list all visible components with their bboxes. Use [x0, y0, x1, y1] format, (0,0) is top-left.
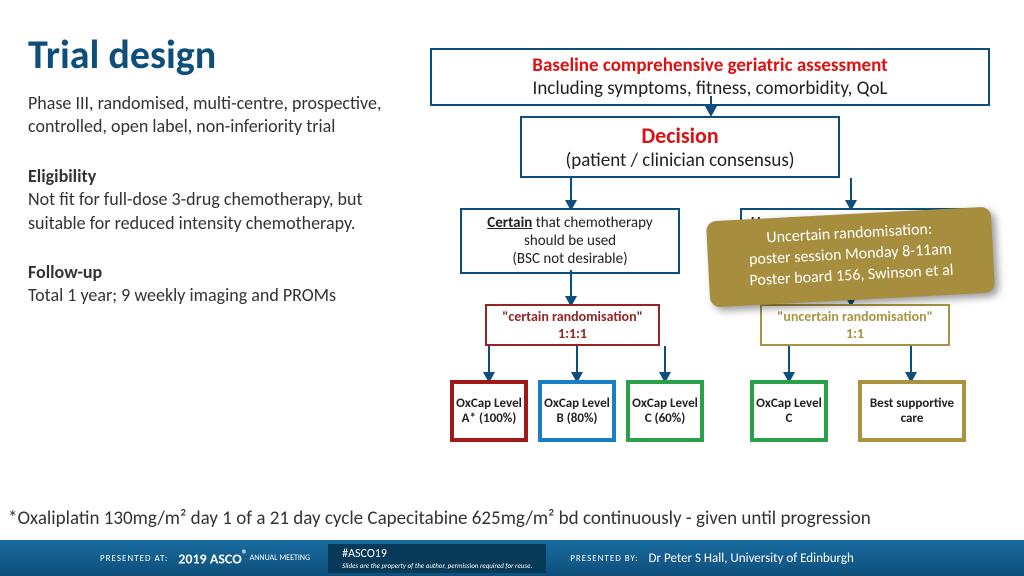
- certain-box: Certain that chemotherapy should be used…: [460, 208, 680, 274]
- followup-text: Total 1 year; 9 weekly imaging and PROMs: [28, 284, 408, 307]
- followup-block: Follow-up Total 1 year; 9 weekly imaging…: [28, 261, 408, 308]
- rand2-box: "uncertain randomisation" 1:1: [760, 304, 950, 346]
- phase-text: Phase III, randomised, multi-centre, pro…: [28, 92, 408, 139]
- decision-box: Decision (patient / clinician consensus): [520, 116, 840, 178]
- asco-logo: 2019 ASCO®: [178, 548, 247, 568]
- arm-a: OxCap Level A* (100%): [450, 380, 528, 442]
- certain-underline: Certain: [487, 214, 532, 232]
- slide-title: Trial design: [28, 30, 216, 79]
- left-column: Phase III, randomised, multi-centre, pro…: [28, 92, 408, 334]
- arm-c: OxCap Level C (60%): [626, 380, 704, 442]
- arm-c2: OxCap Level C: [750, 380, 828, 442]
- presented-at-label: PRESENTED AT:: [100, 553, 168, 564]
- rand1-l1: "certain randomisation": [489, 308, 656, 325]
- annual-meeting-label: ANNUAL MEETING: [250, 553, 311, 563]
- hashtag-box: #ASCO19 Slides are the property of the a…: [328, 544, 546, 573]
- arm-b: OxCap Level B (80%): [538, 380, 616, 442]
- footnote: *Oxaliplatin 130mg/m² day 1 of a 21 day …: [8, 507, 871, 530]
- arm-bsc: Best supportive care: [858, 380, 966, 442]
- presenter-name: Dr Peter S Hall, University of Edinburgh: [649, 551, 854, 566]
- decision-l2: (patient / clinician consensus): [528, 149, 832, 172]
- decision-l1: Decision: [528, 122, 832, 149]
- baseline-l1: Baseline comprehensive geriatric assessm…: [438, 54, 982, 77]
- eligibility-text: Not fit for full-dose 3-drug chemotherap…: [28, 188, 408, 235]
- certain-note: (BSC not desirable): [512, 250, 627, 268]
- hashtag: #ASCO19: [342, 547, 387, 561]
- callout-box: Uncertain randomisation: poster session …: [706, 207, 995, 308]
- followup-heading: Follow-up: [28, 261, 408, 284]
- rand2-l1: "uncertain randomisation": [764, 308, 946, 325]
- eligibility-block: Eligibility Not fit for full-dose 3-drug…: [28, 165, 408, 235]
- presented-by-label: PRESENTED BY:: [570, 553, 638, 564]
- rand1-box: "certain randomisation" 1:1:1: [485, 304, 660, 346]
- certain-rest: that chemotherapy should be used: [524, 214, 653, 250]
- eligibility-heading: Eligibility: [28, 165, 408, 188]
- hashtag-note: Slides are the property of the author, p…: [342, 561, 532, 570]
- rand1-l2: 1:1:1: [489, 325, 656, 342]
- rand2-l2: 1:1: [764, 325, 946, 342]
- footer-bar: PRESENTED AT: 2019 ASCO® ANNUAL MEETING …: [0, 540, 1024, 576]
